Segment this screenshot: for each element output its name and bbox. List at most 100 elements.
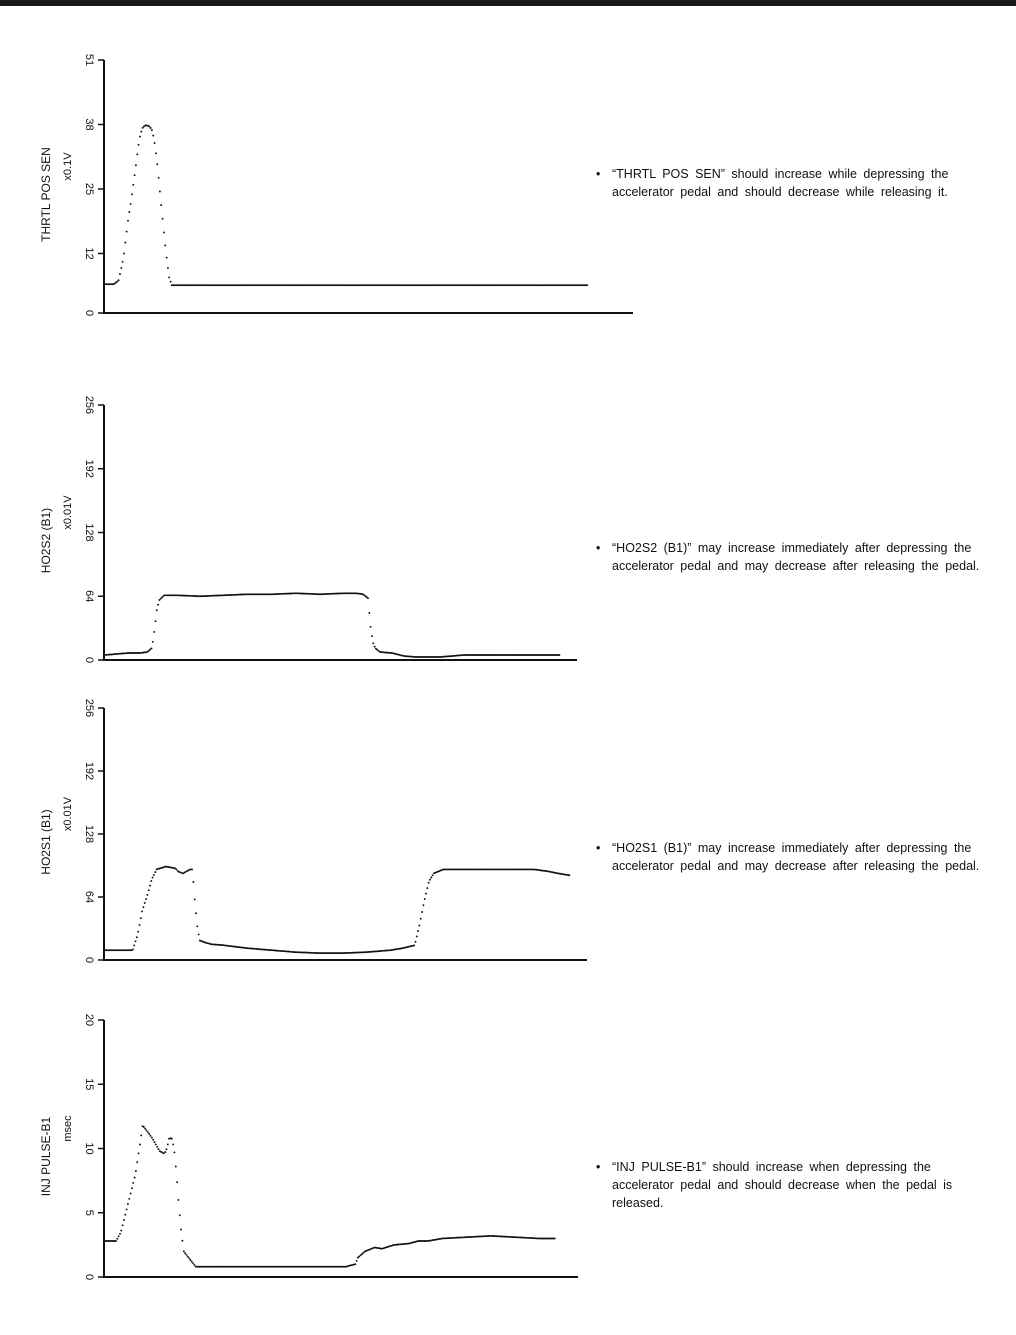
data-point	[322, 593, 325, 596]
data-point	[209, 1265, 212, 1268]
data-point	[150, 1136, 153, 1139]
data-point	[393, 284, 396, 287]
data-point	[527, 284, 530, 287]
data-point	[117, 949, 120, 952]
data-point	[467, 654, 470, 656]
data-point	[162, 231, 165, 234]
data-point	[242, 1265, 245, 1268]
data-point	[222, 284, 225, 287]
data-point	[368, 612, 371, 614]
data-point	[124, 241, 127, 244]
data-point	[149, 884, 151, 887]
data-point	[362, 284, 365, 287]
data-point	[108, 1240, 111, 1242]
data-point	[334, 592, 336, 595]
data-point	[142, 906, 145, 909]
data-point	[137, 652, 140, 654]
data-point	[456, 1236, 459, 1239]
data-point	[171, 866, 174, 869]
data-point	[422, 656, 425, 658]
data-point	[220, 284, 223, 287]
data-point	[272, 593, 274, 596]
data-point	[481, 654, 484, 656]
data-point	[224, 284, 227, 287]
data-point	[312, 951, 314, 954]
data-point	[512, 284, 515, 287]
data-point	[353, 284, 356, 287]
data-point	[331, 592, 334, 595]
data-point	[298, 284, 301, 287]
data-point	[277, 284, 280, 287]
data-point	[419, 1240, 422, 1242]
data-point	[309, 284, 312, 287]
data-point	[187, 594, 190, 597]
data-point	[424, 1240, 427, 1242]
data-point	[437, 284, 440, 287]
data-point	[301, 284, 304, 287]
data-point	[192, 1262, 195, 1265]
data-point	[118, 652, 121, 655]
data-point	[126, 652, 129, 654]
data-point	[225, 1265, 228, 1268]
data-point	[248, 284, 251, 287]
note-thrtl-pos-sen: • “THRTL POS SEN” should increase while …	[596, 165, 996, 201]
data-point	[536, 654, 538, 656]
data-point	[363, 951, 366, 954]
data-point	[178, 1214, 181, 1217]
data-point	[240, 593, 243, 596]
data-point	[566, 284, 569, 287]
data-point	[192, 881, 195, 883]
data-point	[515, 868, 518, 871]
data-point	[166, 266, 169, 269]
data-point	[216, 1265, 218, 1268]
data-point	[475, 1235, 478, 1238]
data-point	[314, 952, 317, 954]
data-point	[337, 952, 339, 955]
data-point	[112, 653, 115, 656]
data-point	[359, 1254, 362, 1257]
data-point	[207, 594, 210, 597]
data-point	[211, 594, 214, 597]
data-point	[414, 284, 417, 287]
data-point	[473, 1235, 476, 1238]
data-point	[567, 284, 570, 287]
data-point	[406, 284, 409, 287]
data-point	[499, 284, 502, 287]
data-point	[297, 951, 300, 954]
data-point	[510, 284, 513, 287]
data-point	[356, 1256, 359, 1259]
data-point	[521, 654, 524, 656]
data-point	[206, 1265, 209, 1268]
data-point	[242, 284, 245, 287]
data-point	[422, 1240, 425, 1242]
data-point	[476, 654, 479, 656]
data-point	[285, 1265, 288, 1268]
data-point	[390, 284, 393, 287]
data-point	[271, 949, 274, 952]
data-point	[150, 880, 153, 882]
data-point	[278, 592, 281, 595]
data-point	[331, 1265, 334, 1268]
data-point	[457, 284, 459, 287]
data-point	[115, 1240, 117, 1242]
data-point	[265, 1265, 268, 1268]
data-point	[521, 868, 523, 871]
data-point	[327, 1265, 330, 1268]
data-point	[485, 284, 487, 287]
data-point	[135, 936, 138, 939]
data-point	[364, 595, 367, 598]
data-point	[178, 594, 181, 597]
data-point	[478, 284, 481, 287]
data-point	[154, 1143, 157, 1146]
data-point	[212, 284, 215, 287]
data-point	[431, 874, 434, 877]
data-point	[108, 283, 111, 286]
data-point	[133, 1176, 136, 1179]
data-point	[313, 1265, 315, 1268]
data-point	[111, 283, 113, 286]
data-point	[242, 593, 245, 596]
data-point	[237, 284, 240, 287]
data-point	[351, 284, 354, 287]
data-point	[450, 868, 452, 871]
data-point	[414, 940, 417, 943]
